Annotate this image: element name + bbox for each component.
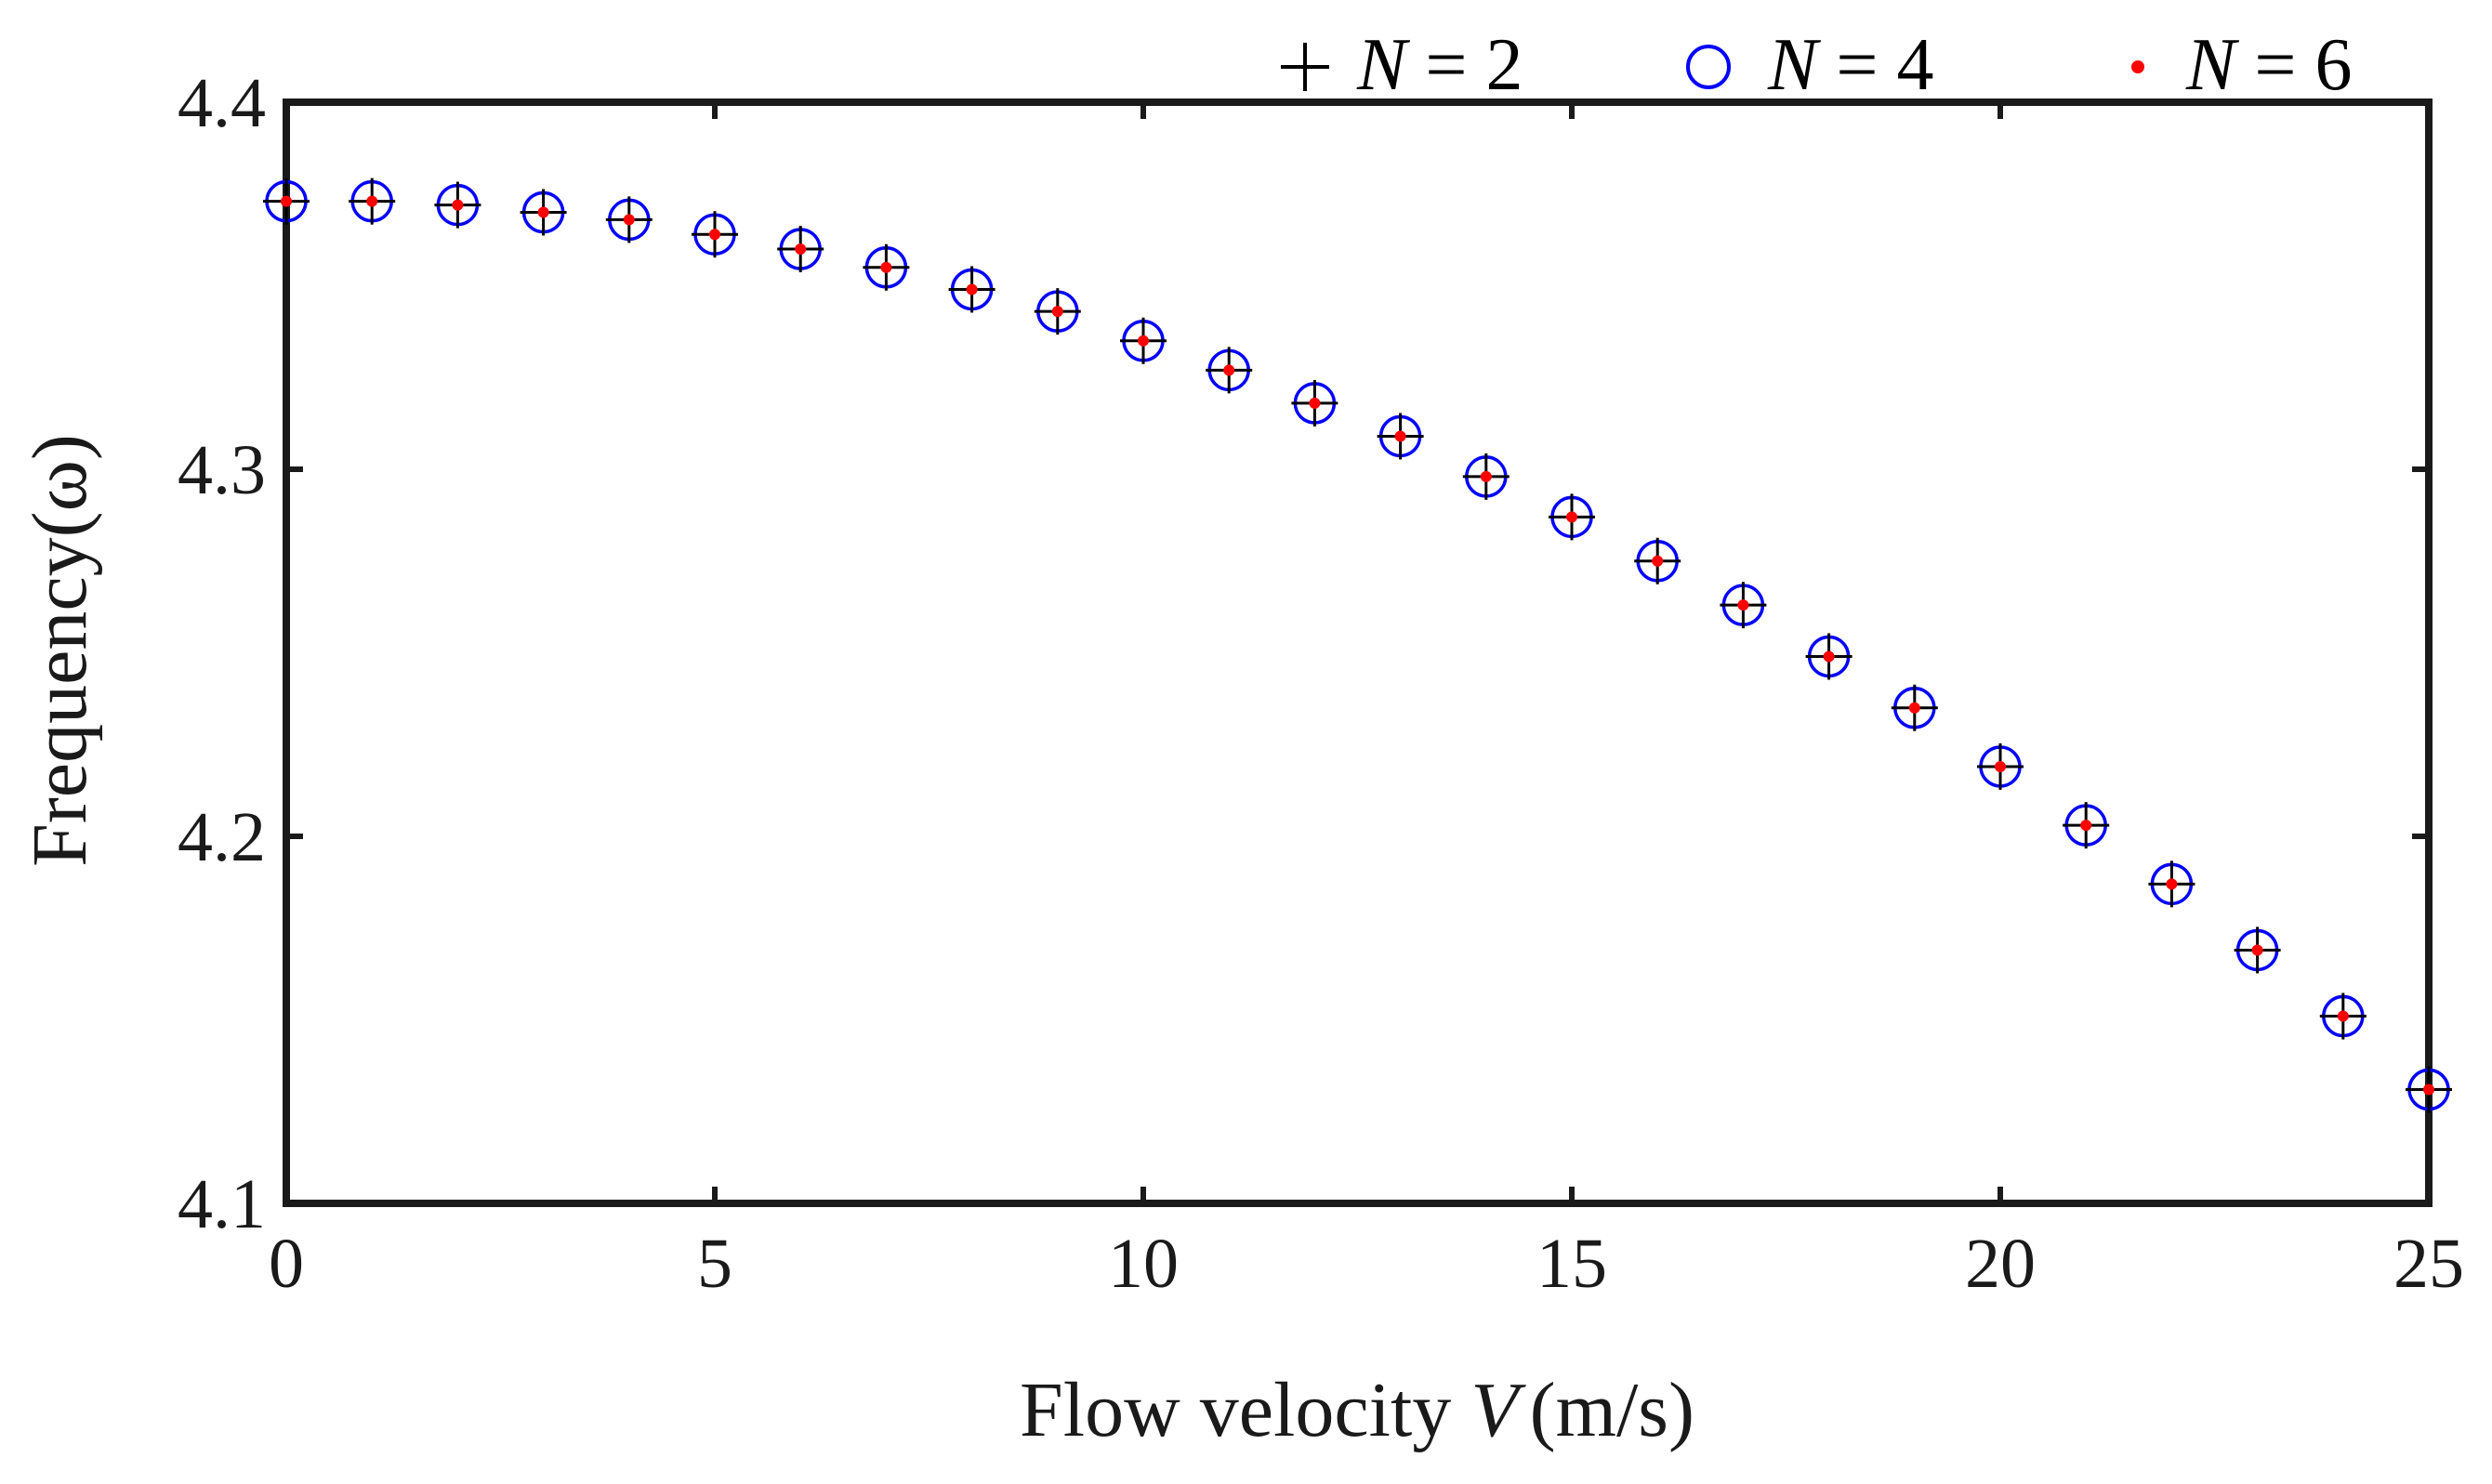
point-n6-dot [795,243,807,255]
point-n6-dot [1908,702,1920,714]
point-n6-dot [709,229,720,241]
y-tick-label: 4.2 [178,798,266,876]
legend-marker-circle [1686,45,1731,89]
legend-label-n4: N = 4 [1767,24,1933,106]
data-marks [263,177,2452,1113]
point-n6-dot [1309,397,1321,409]
x-tick-label: 10 [1108,1225,1179,1303]
axis-tick-labels: 0 5 10 15 20 25 4.1 4.2 4.3 4.4 [178,64,2464,1303]
point-n6-dot [880,261,892,273]
point-n6-dot [1051,306,1063,318]
y-tick-label: 4.4 [178,64,266,142]
axis-ticks [283,99,2432,1206]
point-n6-dot [1394,430,1406,442]
point-n6-dot [366,195,378,207]
legend-marker-plus [1281,43,1329,91]
point-n6-dot [2166,878,2178,890]
x-tick-label: 20 [1965,1225,2036,1303]
x-tick-label: 0 [269,1225,304,1303]
point-n6-dot [2337,1010,2349,1022]
plot-area-frame [283,98,2433,1207]
legend-marker-dot [2131,60,2144,73]
legend-n4-var: N [1767,24,1822,106]
y-tick-label: 4.1 [178,1165,266,1243]
legend-label-n6: N = 6 [2185,24,2352,106]
point-n6-dot [1823,650,1835,663]
point-n6-dot [1138,335,1149,347]
point-n6-dot [1480,470,1492,482]
legend-n2-var: N [1356,24,1411,106]
point-n6-dot [2080,820,2092,832]
x-tick-label: 5 [697,1225,732,1303]
x-tick-label: 15 [1536,1225,1607,1303]
x-axis-label-var: V [1470,1367,1526,1453]
point-n6-dot [281,195,292,207]
point-n6-dot [1223,364,1235,376]
point-n6-dot [2251,944,2263,956]
legend-label-n2: N = 2 [1356,24,1523,106]
legend-n2-eq: = 2 [1425,24,1523,106]
point-n6-dot [2423,1083,2434,1096]
point-n6-dot [537,206,549,218]
x-axis-label-prefix: Flow velocity [1020,1367,1470,1453]
point-n6-dot [1652,555,1664,567]
y-tick-label: 4.3 [178,431,266,509]
legend-n6-eq: = 6 [2254,24,2352,106]
point-n6-dot [452,199,464,211]
x-tick-label: 25 [2393,1225,2464,1303]
y-axis-label: Frequency(ω) [17,434,103,867]
legend-n6-var: N [2185,24,2240,106]
point-n6-dot [1995,760,2006,772]
point-n6-dot [1737,599,1749,611]
x-axis-label-unit: (m/s) [1530,1367,1694,1453]
legend-n4-eq: = 4 [1836,24,1933,106]
point-n6-dot [966,283,978,295]
point-n6-dot [1566,511,1577,523]
legend: N = 2 N = 4 N = 6 [1281,24,2352,106]
x-axis-label: Flow velocity V (m/s) [1020,1367,1694,1453]
point-n6-dot [623,214,635,226]
